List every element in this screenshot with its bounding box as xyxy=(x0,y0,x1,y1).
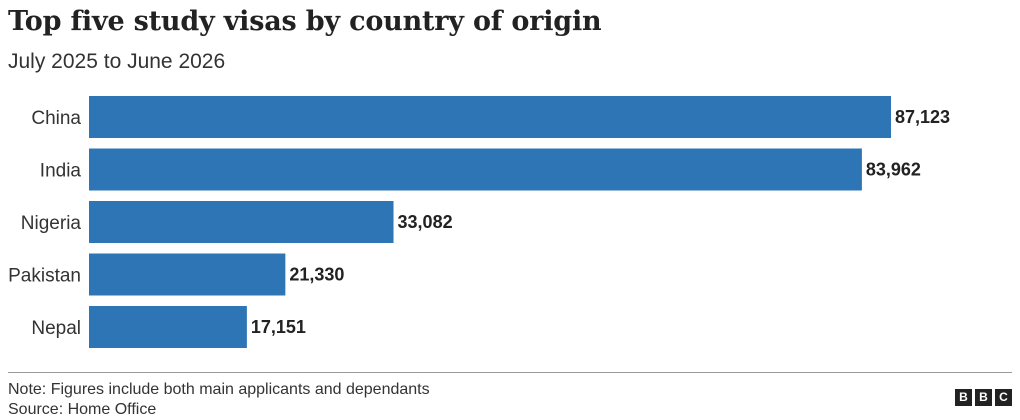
category-label-nepal: Nepal xyxy=(31,318,81,339)
logo-letter-1: B xyxy=(955,389,972,406)
chart-subtitle: July 2025 to June 2026 xyxy=(8,50,226,73)
bar-india xyxy=(89,148,862,191)
logo-letter-3: C xyxy=(995,389,1012,406)
bbc-logo: B B C xyxy=(955,389,1012,406)
value-label-nepal: 17,151 xyxy=(251,317,306,337)
category-label-nigeria: Nigeria xyxy=(21,213,82,234)
footer-divider xyxy=(8,372,1012,373)
bar-pakistan xyxy=(89,253,286,296)
value-label-nigeria: 33,082 xyxy=(398,212,453,232)
category-label-china: China xyxy=(31,108,81,129)
bar-nepal xyxy=(89,306,247,348)
value-label-india: 83,962 xyxy=(866,160,921,180)
value-label-pakistan: 21,330 xyxy=(289,265,344,285)
chart-title: Top five study visas by country of origi… xyxy=(8,6,602,37)
footer-note: Note: Figures include both main applican… xyxy=(8,381,430,398)
logo-letter-2: B xyxy=(975,389,992,406)
bar-china xyxy=(89,96,891,138)
value-label-china: 87,123 xyxy=(895,107,950,127)
footer-source: Source: Home Office xyxy=(8,401,157,418)
bar-nigeria xyxy=(89,201,394,243)
category-label-pakistan: Pakistan xyxy=(8,266,81,287)
category-label-india: India xyxy=(40,161,82,182)
